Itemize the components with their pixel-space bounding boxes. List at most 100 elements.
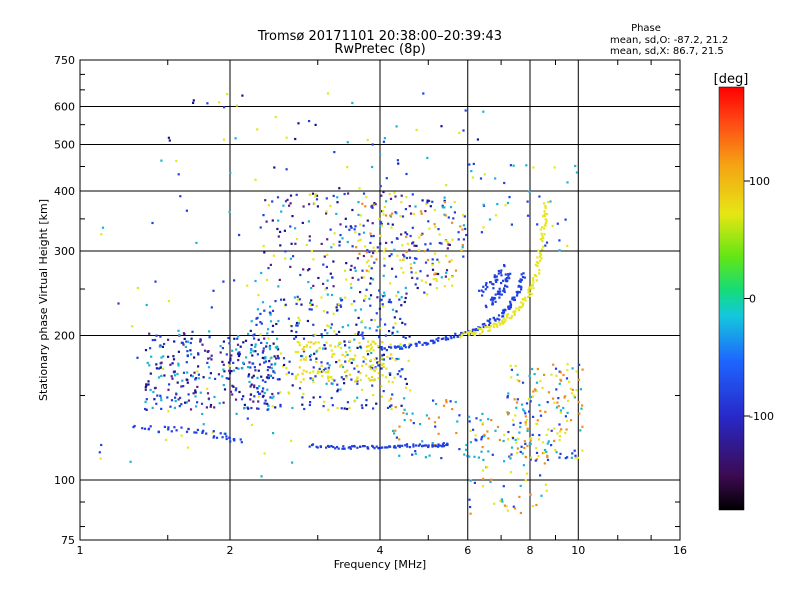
data-point <box>338 187 341 190</box>
data-point <box>355 379 358 382</box>
data-point <box>537 438 541 441</box>
data-point <box>307 341 310 344</box>
data-point <box>425 341 428 345</box>
data-point <box>532 166 535 169</box>
data-point <box>526 444 529 448</box>
data-point <box>482 110 485 113</box>
data-point <box>421 343 424 346</box>
data-point <box>389 301 393 304</box>
data-point <box>393 248 396 251</box>
data-point <box>524 442 527 445</box>
data-point <box>186 381 189 384</box>
data-point <box>225 377 228 380</box>
data-point <box>372 394 375 397</box>
data-point <box>559 371 562 374</box>
data-point <box>265 345 268 348</box>
data-point <box>541 226 544 229</box>
data-point <box>382 213 385 216</box>
data-point <box>519 425 522 429</box>
data-point <box>380 356 383 359</box>
data-point <box>528 442 531 445</box>
data-point <box>354 332 357 336</box>
data-point <box>358 233 361 236</box>
data-point <box>529 456 533 459</box>
data-point <box>177 173 180 176</box>
data-point <box>272 376 275 379</box>
data-point <box>437 272 440 276</box>
data-point <box>167 338 170 341</box>
data-point <box>369 282 372 285</box>
data-point <box>527 291 530 294</box>
data-point <box>416 286 419 290</box>
data-point <box>409 263 412 266</box>
data-point <box>350 378 353 381</box>
data-point <box>517 290 520 293</box>
data-point <box>362 276 365 279</box>
data-point <box>231 349 234 352</box>
data-point <box>298 366 301 369</box>
data-point <box>518 431 521 434</box>
data-point <box>253 337 256 340</box>
data-point <box>277 235 280 238</box>
data-point <box>432 444 435 447</box>
data-point <box>503 264 506 267</box>
data-point <box>540 257 543 260</box>
x-tick-label: 10 <box>571 544 585 557</box>
data-point <box>464 109 467 112</box>
data-point <box>413 261 416 264</box>
data-point <box>543 462 546 465</box>
data-point <box>163 374 166 377</box>
data-point <box>144 386 147 389</box>
data-point <box>229 171 232 174</box>
data-point <box>405 292 408 295</box>
data-point <box>413 244 416 247</box>
data-point <box>257 400 260 403</box>
data-point <box>275 322 278 326</box>
data-point <box>381 341 384 344</box>
data-point <box>556 401 559 404</box>
data-point <box>314 333 317 336</box>
data-point <box>166 396 169 399</box>
data-point <box>552 397 555 400</box>
data-point <box>375 250 378 253</box>
data-point <box>207 350 210 353</box>
data-point <box>336 406 339 410</box>
data-point <box>540 232 543 235</box>
data-point <box>498 287 501 290</box>
data-point <box>524 479 527 482</box>
data-point <box>310 299 313 302</box>
data-point <box>485 306 488 309</box>
data-point <box>228 210 231 214</box>
data-point <box>301 372 304 375</box>
data-point <box>508 277 511 280</box>
data-point <box>273 371 276 374</box>
data-point <box>382 210 385 213</box>
data-point <box>180 426 183 429</box>
data-point <box>486 286 489 289</box>
data-point <box>577 400 580 404</box>
data-point <box>354 354 357 357</box>
data-point <box>458 448 461 451</box>
data-point <box>322 263 325 266</box>
data-point <box>546 458 550 461</box>
y-tick-label: 200 <box>54 330 75 343</box>
data-point <box>477 327 480 330</box>
data-point <box>574 164 577 168</box>
data-point <box>453 336 456 339</box>
chart-subtitle: RwPretec (8p) <box>334 42 425 57</box>
data-point <box>524 412 527 415</box>
data-point <box>326 324 329 327</box>
data-point <box>496 292 499 295</box>
data-point <box>531 433 534 436</box>
data-point <box>368 250 371 254</box>
data-point <box>378 307 381 310</box>
y-tick-label: 600 <box>54 101 75 114</box>
data-point <box>246 366 250 369</box>
data-point <box>322 370 325 373</box>
data-point <box>445 399 448 402</box>
data-point <box>558 382 561 385</box>
data-point <box>418 341 421 344</box>
data-point <box>316 349 319 352</box>
data-point <box>459 225 462 228</box>
data-point <box>507 392 510 395</box>
